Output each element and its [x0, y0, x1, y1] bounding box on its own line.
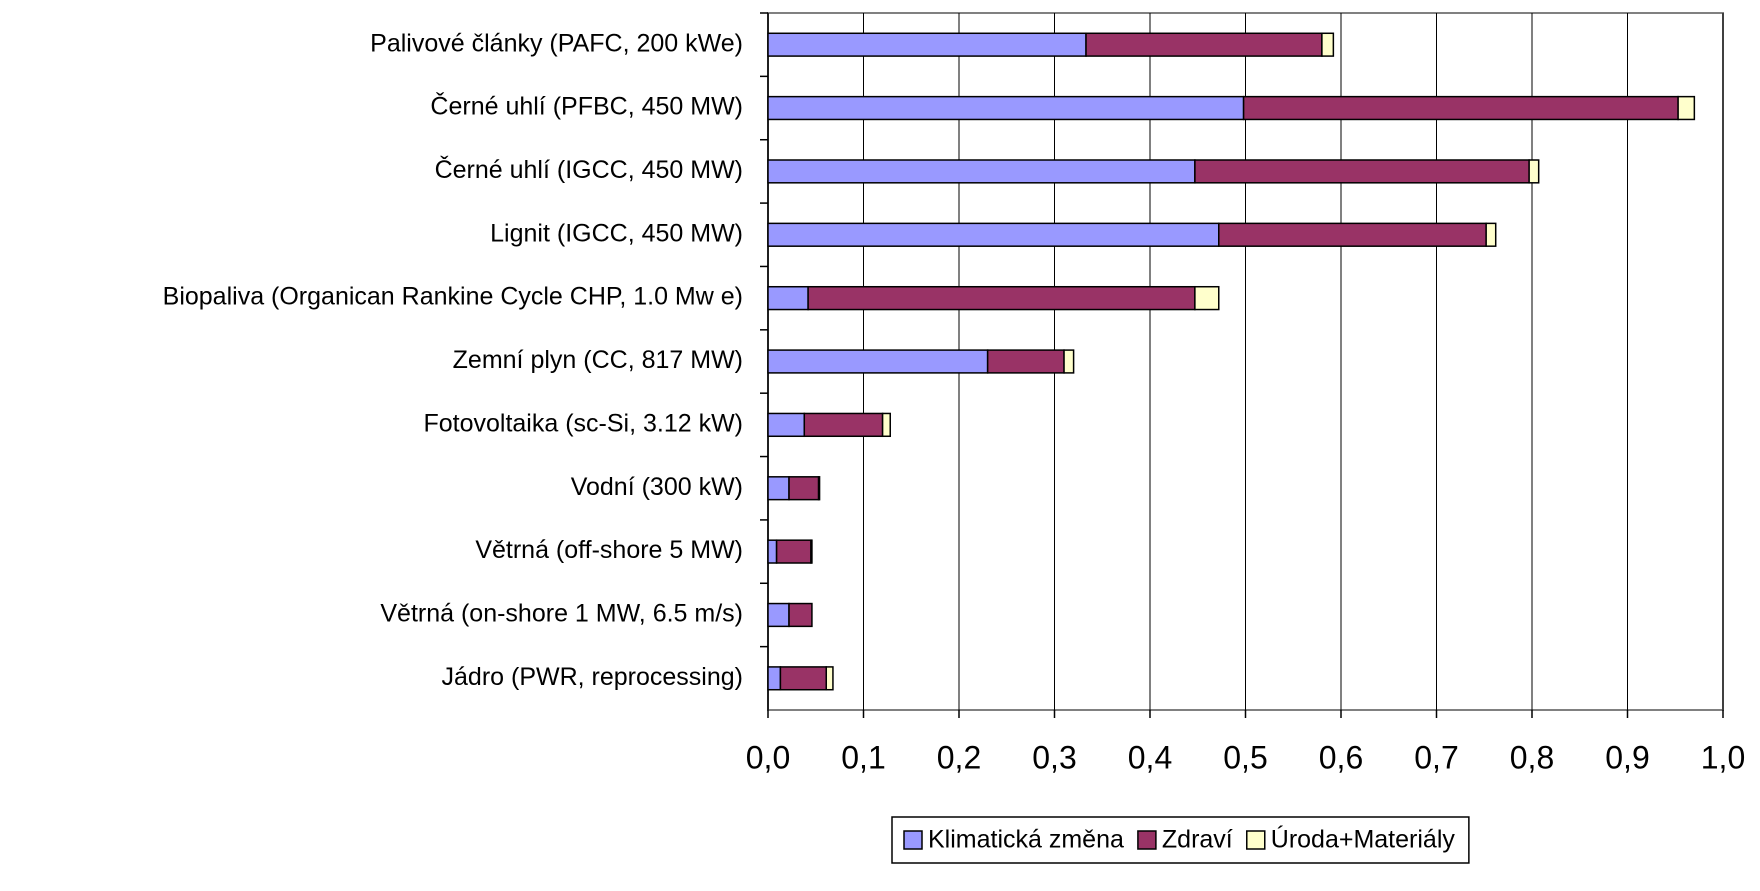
bar-segment	[767, 95, 1245, 121]
bar-segment	[1528, 159, 1540, 184]
legend-label: Úroda+Materiály	[1271, 825, 1456, 854]
bar-segment	[810, 539, 813, 564]
bar-segment	[775, 539, 812, 564]
bar-segment	[788, 476, 820, 501]
y-tick-label: Lignit (IGCC, 450 MW)	[490, 219, 743, 247]
x-tick-label: 0,8	[1510, 739, 1554, 775]
bar-segment	[1194, 159, 1530, 184]
bar-segment	[1677, 95, 1696, 121]
x-tick-label: 0,6	[1319, 739, 1363, 775]
x-tick-label: 0,0	[746, 739, 790, 775]
y-tick-label: Větrná (off-shore 5 MW)	[475, 536, 743, 564]
y-tick-label: Větrná (on-shore 1 MW, 6.5 m/s)	[380, 600, 743, 628]
y-tick-label: Černé uhlí (IGCC, 450 MW)	[435, 155, 743, 184]
bar-segment	[1485, 222, 1497, 247]
bar-segment	[1194, 285, 1220, 311]
x-tick-label: 0,5	[1223, 739, 1267, 775]
bar-segment	[803, 412, 884, 438]
bar-segment	[767, 476, 790, 501]
bar-segment	[767, 602, 790, 628]
bar-segment	[986, 349, 1065, 374]
legend-swatch	[1137, 830, 1157, 850]
bar-segment	[817, 476, 821, 501]
bar-segment	[767, 285, 809, 311]
y-tick-label: Zemní plyn (CC, 817 MW)	[453, 346, 743, 374]
bar-segment	[1242, 95, 1679, 121]
bar-segment	[1321, 32, 1335, 57]
bar-segment	[1063, 349, 1075, 374]
legend-label: Klimatická změna	[928, 826, 1124, 854]
y-tick-label: Černé uhlí (PFBC, 450 MW)	[430, 92, 743, 121]
bar-segment	[767, 32, 1087, 57]
x-tick-label: 0,3	[1032, 739, 1076, 775]
y-tick-label: Vodní (300 kW)	[571, 473, 743, 501]
legend-box	[891, 816, 1470, 864]
legend-swatch	[1246, 830, 1266, 850]
x-tick-label: 0,7	[1414, 739, 1458, 775]
legend-swatch	[903, 830, 923, 850]
bar-segment	[767, 222, 1220, 247]
bar-segment	[788, 602, 813, 628]
x-tick-label: 0,9	[1605, 739, 1649, 775]
bar-segment	[767, 349, 989, 374]
legend: Klimatická změna Zdraví Úroda+Materiály	[891, 816, 1470, 864]
x-tick-label: 1,0	[1701, 739, 1745, 775]
x-tick-label: 0,1	[841, 739, 885, 775]
bar-segment	[807, 285, 1196, 311]
bar-segment	[825, 666, 834, 691]
bar-segment	[767, 666, 782, 691]
bar-segment	[767, 412, 806, 438]
y-tick-label: Jádro (PWR, reprocessing)	[442, 663, 743, 691]
bar-segment	[1218, 222, 1487, 247]
bar-segment	[767, 159, 1196, 184]
bar-segment	[1085, 32, 1323, 57]
y-tick-label: Biopaliva (Organican Rankine Cycle CHP, …	[163, 283, 743, 311]
bar-segment	[881, 412, 891, 438]
bar-segment	[779, 666, 828, 691]
x-tick-label: 0,4	[1128, 739, 1172, 775]
legend-label: Zdraví	[1162, 826, 1233, 854]
bar-segment	[767, 539, 778, 564]
y-tick-label: Palivové články (PAFC, 200 kWe)	[370, 29, 743, 57]
x-tick-label: 0,2	[937, 739, 981, 775]
y-tick-label: Fotovoltaika (sc-Si, 3.12 kW)	[423, 409, 743, 437]
